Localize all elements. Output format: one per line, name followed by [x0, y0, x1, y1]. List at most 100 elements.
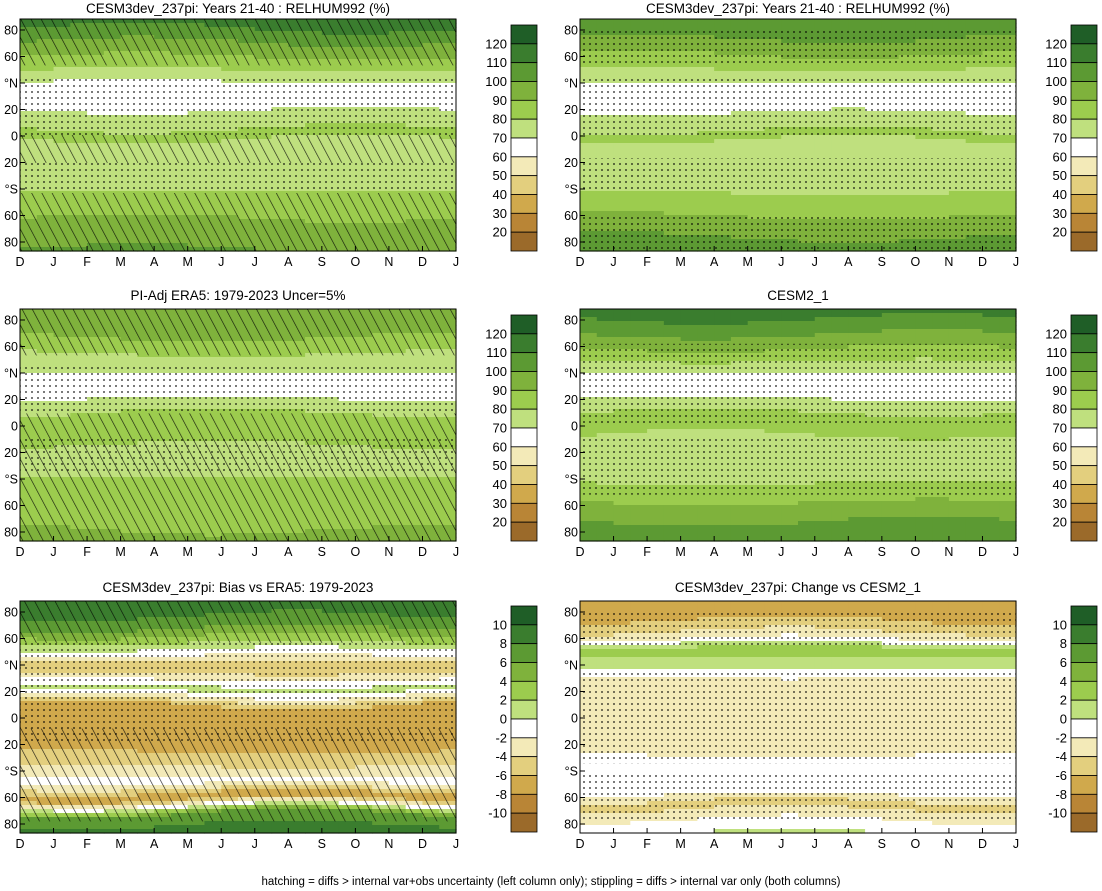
field-cell	[238, 67, 256, 72]
field-cell	[915, 67, 933, 72]
field-cell	[647, 321, 665, 326]
field-cell	[596, 143, 615, 148]
field-cell	[439, 67, 457, 72]
field-cell	[680, 337, 698, 342]
field-cell	[848, 203, 866, 208]
field-cell	[915, 321, 933, 326]
field-cell	[747, 341, 766, 346]
field-cell	[764, 325, 782, 330]
field-cell	[831, 207, 849, 212]
field-cell	[663, 135, 682, 140]
field-cell	[814, 317, 833, 322]
field-cell	[814, 195, 833, 200]
field-cell	[288, 357, 306, 362]
x-tick-label: N	[384, 255, 393, 269]
y-tick-label: 20	[564, 156, 578, 170]
field-cell	[814, 321, 833, 326]
y-tick-label: 60	[564, 50, 578, 64]
field-cell	[271, 71, 289, 76]
field-cell	[881, 23, 900, 28]
x-tick-label: A	[284, 255, 293, 269]
colorbar-label: 100	[485, 364, 507, 379]
field-cell	[865, 207, 883, 212]
field-cell	[730, 143, 749, 148]
field-cell	[238, 71, 256, 76]
field-cell	[848, 27, 866, 32]
field-cell	[932, 71, 950, 76]
x-tick-label: D	[418, 255, 427, 269]
field-cell	[982, 211, 1000, 216]
field-cell	[714, 337, 732, 342]
field-cell	[764, 67, 782, 72]
colorbar-label: 60	[1053, 149, 1067, 164]
field-cell	[865, 203, 883, 208]
field-cell	[932, 23, 950, 28]
field-cell	[948, 155, 967, 160]
field-cell	[848, 195, 866, 200]
field-cell	[663, 199, 682, 204]
field-cell	[831, 337, 849, 342]
field-cell	[814, 147, 833, 152]
colorbar-label: 100	[485, 74, 507, 89]
field-cell	[898, 317, 916, 322]
field-cell	[613, 309, 631, 314]
x-tick-label: S	[318, 545, 326, 559]
field-cell	[596, 147, 615, 152]
field-cell	[730, 333, 749, 338]
field-cell	[630, 211, 648, 216]
y-tick-label: 20	[4, 103, 18, 117]
field-cell	[865, 151, 883, 156]
field-cell	[730, 321, 749, 326]
field-cell	[714, 147, 732, 152]
field-cell	[814, 333, 833, 338]
colorbar-swatch	[510, 465, 538, 485]
field-cell	[596, 27, 615, 32]
field-cell	[982, 71, 1000, 76]
field-cell	[831, 313, 849, 318]
field-cell	[20, 357, 38, 362]
colorbar-swatch	[510, 194, 538, 214]
field-cell	[965, 23, 984, 28]
field-cell	[663, 203, 682, 208]
field-cell	[747, 147, 766, 152]
colorbar-swatch	[510, 231, 538, 252]
field-cell	[999, 67, 1017, 72]
colorbar-swatch	[510, 43, 538, 64]
field-cell	[680, 135, 698, 140]
field-cell	[596, 139, 615, 144]
field-cell	[898, 309, 916, 314]
field-cell	[372, 361, 390, 366]
field-cell	[781, 23, 799, 28]
field-cell	[831, 191, 849, 196]
x-tick-label: F	[643, 255, 651, 269]
field-cell	[355, 71, 373, 76]
field-cell	[580, 309, 598, 314]
y-tick-label: °S	[565, 183, 578, 197]
field-cell	[70, 357, 88, 362]
colorbar-label: 80	[1053, 112, 1067, 127]
field-cell	[932, 135, 950, 140]
field-cell	[747, 325, 766, 330]
field-cell	[20, 361, 38, 366]
field-cell	[663, 23, 682, 28]
field-cell	[999, 199, 1017, 204]
field-cell	[982, 135, 1000, 140]
field-cell	[747, 317, 766, 322]
field-cell	[613, 325, 631, 330]
field-cell	[831, 143, 849, 148]
field-cell	[221, 67, 239, 72]
colorbar-label: 120	[485, 326, 507, 341]
field-cell	[982, 325, 1000, 330]
x-tick-label: M	[182, 545, 192, 559]
field-cell	[596, 151, 615, 156]
field-cell	[647, 71, 665, 76]
field-cell	[730, 329, 749, 334]
field-cell	[881, 67, 900, 72]
field-cell	[848, 333, 866, 338]
field-cell	[898, 27, 916, 32]
field-cell	[831, 147, 849, 152]
field-cell	[204, 71, 222, 76]
field-cell	[999, 309, 1017, 314]
field-cell	[982, 19, 1000, 24]
